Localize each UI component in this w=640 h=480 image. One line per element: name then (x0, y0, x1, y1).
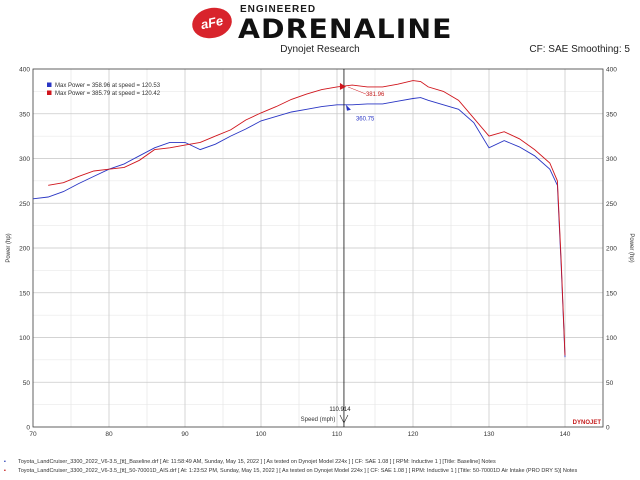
x-tick-label: 90 (181, 431, 189, 436)
y-tick-label: 150 (19, 290, 30, 297)
chart-legend: Max Power = 358.96 at speed = 120.53 Max … (47, 82, 161, 97)
y-axis-label-right: Power (hp) (628, 233, 634, 262)
logo-subtitle: ENGINEERED (240, 4, 317, 15)
y-tick-label: 400 (19, 67, 30, 74)
y-tick-label: 100 (19, 335, 30, 342)
dyno-chart: 70 80 90 100 110 120 130 140 0 0 50 50 100 100 150 150 2… (6, 67, 634, 437)
run-line-baseline: ▪ Toyota_LandCruiser_3300_2022_V6-3.5_[tt… (4, 458, 640, 467)
series-lines (32, 80, 566, 358)
x-axis-label: Speed (mph) (301, 417, 336, 423)
cursor-speed-label: 110.914 (329, 407, 351, 413)
y-tick-label: 300 (19, 156, 30, 163)
y-tick-label: 50 (23, 380, 31, 387)
run-details-footer: ▪ Toyota_LandCruiser_3300_2022_V6-3.5_[tt… (4, 458, 640, 476)
run-text-intake: Toyota_LandCruiser_3300_2022_V6-3.5_[tt]… (17, 468, 578, 474)
y-tick-label-right: 350 (606, 111, 617, 118)
y-axis-label: Power (hp) (6, 233, 12, 262)
y-tick-label-right: 50 (606, 380, 614, 387)
legend-blue-swatch (47, 82, 52, 87)
x-tick-label: 110 (332, 431, 343, 436)
baseline-power-line (32, 97, 566, 358)
blue-run-marker-icon: ▪ (4, 459, 6, 465)
x-tick-label: 120 (408, 431, 419, 436)
intake-power-line (48, 80, 566, 356)
y-tick-label-right: 200 (606, 246, 617, 253)
y-tick-label-right: 400 (606, 67, 617, 74)
x-tick-label: 80 (105, 431, 113, 436)
chart-grid (32, 68, 604, 428)
dynojet-watermark: DYNOJET (573, 420, 602, 426)
y-tick-label-right: 0 (606, 425, 610, 432)
y-tick-label: 250 (19, 201, 30, 208)
y-tick-label: 200 (19, 246, 30, 253)
y-tick-label-right: 250 (606, 201, 617, 208)
y-tick-label: 350 (19, 111, 30, 118)
axis-ticks: 70 80 90 100 110 120 130 140 0 0 50 50 100 100 150 150 2… (19, 67, 617, 437)
run-line-intake: ▪ Toyota_LandCruiser_3300_2022_V6-3.5_[tt… (4, 467, 640, 476)
x-tick-label: 130 (484, 431, 495, 436)
legend-red-swatch (47, 90, 52, 95)
y-tick-label-right: 100 (606, 335, 617, 342)
y-tick-label-right: 300 (606, 156, 617, 163)
run-text-baseline: Toyota_LandCruiser_3300_2022_V6-3.5_[tt]… (17, 459, 496, 465)
x-tick-label: 140 (560, 431, 571, 436)
aFe-badge-logo: aFe (189, 4, 235, 42)
red-run-marker-icon: ▪ (4, 468, 6, 474)
y-tick-label-right: 150 (606, 290, 617, 297)
chart-header-title: Dynojet Research (280, 44, 360, 55)
correction-factor-text: CF: SAE Smoothing: 5 (529, 44, 630, 55)
legend-entry-intake: Max Power = 385.79 at speed = 120.42 (55, 91, 161, 97)
aFe-adrenaline-logo: aFe ENGINEERED ADRENALINE (189, 4, 460, 45)
red-cursor-value: 381.96 (366, 92, 385, 98)
legend-entry-baseline: Max Power = 358.96 at speed = 120.53 (55, 83, 161, 89)
y-tick-label: 0 (26, 425, 30, 432)
cursor-arrow-icon (339, 414, 349, 424)
speed-cursor: 110.914 381.96 360.75 (329, 69, 385, 427)
blue-cursor-value: 360.75 (356, 117, 375, 123)
plot-frame (32, 68, 604, 428)
x-tick-label: 100 (256, 431, 267, 436)
red-cursor-marker-icon (339, 82, 346, 90)
blue-cursor-marker-icon (345, 104, 351, 111)
logo-wordmark: ADRENALINE (238, 14, 453, 45)
red-label-leader (347, 86, 367, 95)
x-tick-label: 70 (29, 431, 37, 436)
